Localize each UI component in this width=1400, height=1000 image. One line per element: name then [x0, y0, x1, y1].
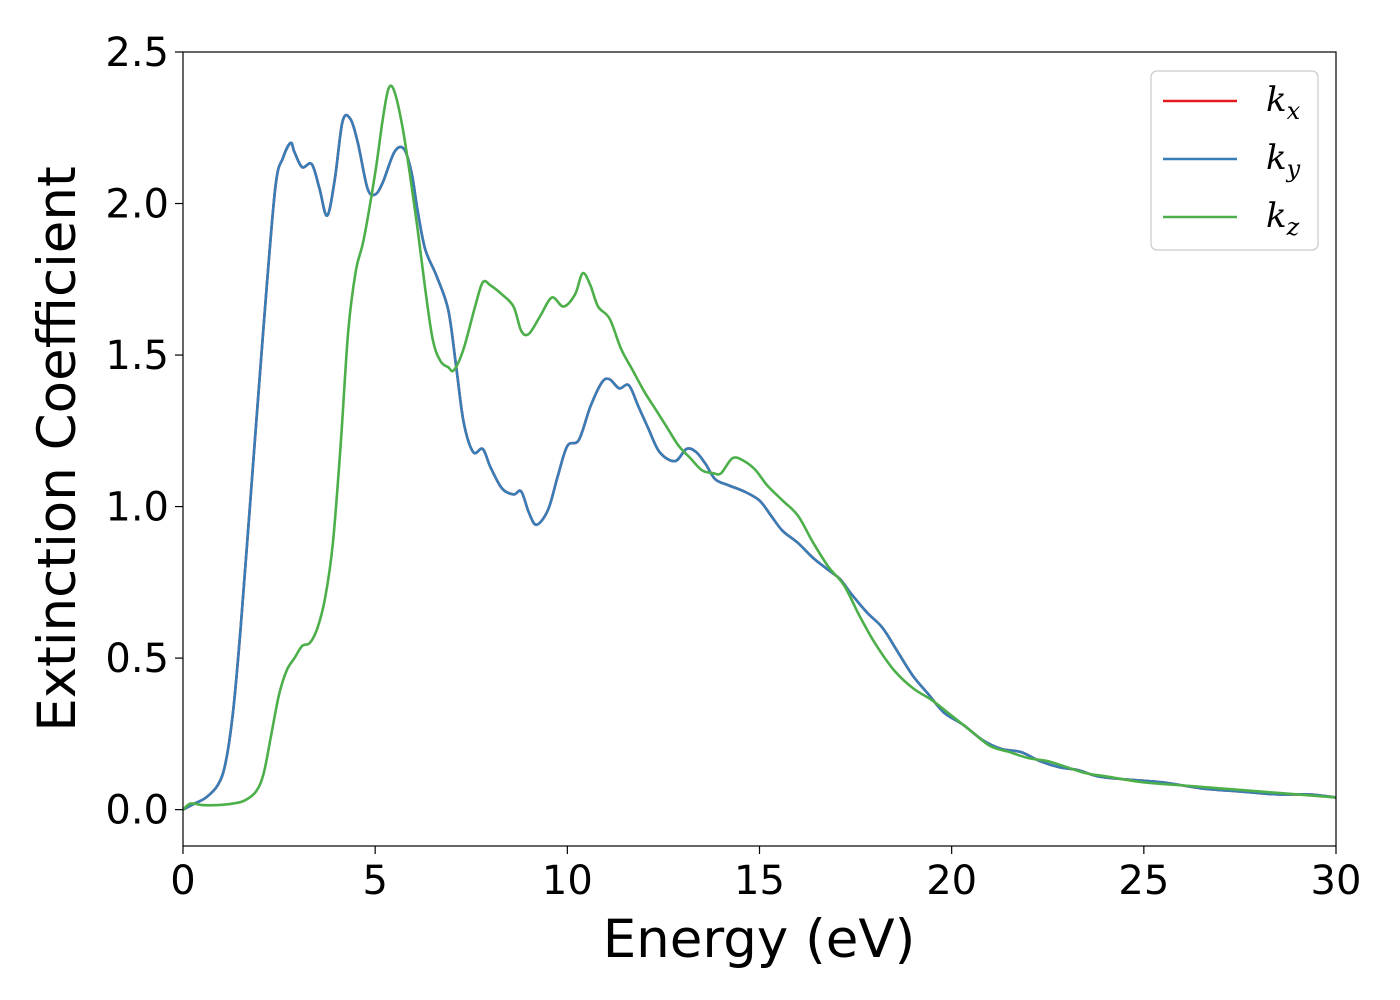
legend-label-ky: ky: [1266, 138, 1301, 183]
x-tick-label: 20: [926, 858, 977, 904]
legend-box: [1150, 70, 1319, 251]
y-tick-label: 1.0: [105, 485, 169, 531]
y-tick-label: 0.5: [105, 636, 169, 682]
series-line-ky: [182, 113, 1337, 811]
x-axis-label: Energy (eV): [603, 909, 916, 970]
x-tick-label: 25: [1118, 858, 1169, 904]
x-tick-label: 5: [362, 858, 387, 904]
y-axis-ticks: 0.0 0.5 1.0 1.5 2.0 2.5: [105, 30, 183, 834]
x-axis-ticks: 0 5 10 15 20 25 30: [170, 846, 1361, 904]
y-axis-label: Extinction Coefficient: [27, 166, 88, 732]
x-tick-label: 15: [734, 858, 785, 904]
y-tick-label: 2.0: [105, 182, 169, 228]
x-tick-label: 10: [542, 858, 593, 904]
y-tick-label: 1.5: [105, 333, 169, 379]
x-tick-label: 0: [170, 858, 195, 904]
y-tick-label: 0.0: [105, 788, 169, 834]
series-layer: [182, 84, 1337, 811]
y-tick-label: 2.5: [105, 30, 169, 76]
legend-label-kz: kz: [1266, 196, 1300, 241]
legend: kx ky kz: [1150, 70, 1319, 251]
x-tick-label: 30: [1311, 858, 1362, 904]
legend-label-kx: kx: [1266, 80, 1301, 125]
series-line-kz: [182, 84, 1337, 811]
